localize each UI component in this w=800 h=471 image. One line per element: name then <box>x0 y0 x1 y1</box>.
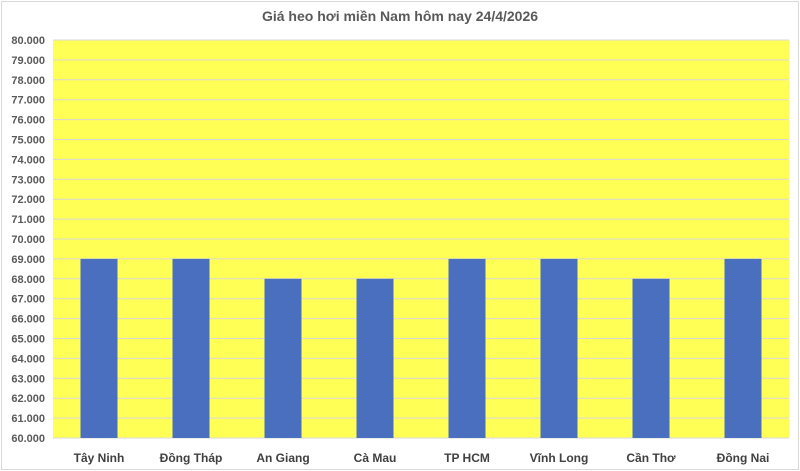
bar <box>448 258 486 438</box>
y-tick-label: 70.000 <box>11 234 45 246</box>
x-tick-label: Cà Mau <box>354 451 397 465</box>
x-tick-label: Vĩnh Long <box>530 451 589 465</box>
x-tick-label: Tây Ninh <box>74 451 125 465</box>
bar <box>80 258 118 438</box>
y-tick-label: 80.000 <box>11 35 45 47</box>
y-tick-label: 67.000 <box>11 294 45 306</box>
y-tick-label: 74.000 <box>11 154 45 166</box>
chart-title: Giá heo hơi miền Nam hôm nay 24/4/2026 <box>261 8 539 24</box>
y-tick-label: 73.000 <box>11 174 45 186</box>
bar <box>172 258 210 438</box>
bar <box>264 278 302 438</box>
bar <box>632 278 670 438</box>
y-tick-label: 66.000 <box>11 314 45 326</box>
x-tick-label: TP HCM <box>444 451 490 465</box>
y-tick-label: 63.000 <box>11 373 45 385</box>
bar <box>724 258 762 438</box>
y-tick-label: 75.000 <box>11 135 45 147</box>
y-tick-label: 72.000 <box>11 194 45 206</box>
bar <box>540 258 578 438</box>
y-tick-label: 61.000 <box>11 413 45 425</box>
bar <box>356 278 394 438</box>
x-tick-label: Đồng Tháp <box>160 451 223 465</box>
x-tick-label: An Giang <box>256 451 309 465</box>
y-tick-label: 62.000 <box>11 393 45 405</box>
y-tick-label: 79.000 <box>11 55 45 67</box>
y-tick-label: 65.000 <box>11 334 45 346</box>
y-tick-label: 71.000 <box>11 214 45 226</box>
x-tick-label: Đồng Nai <box>717 451 770 465</box>
y-tick-label: 76.000 <box>11 115 45 127</box>
y-tick-label: 69.000 <box>11 254 45 266</box>
y-tick-label: 64.000 <box>11 353 45 365</box>
x-tick-label: Cần Thơ <box>626 451 676 465</box>
y-tick-label: 68.000 <box>11 274 45 286</box>
y-tick-label: 78.000 <box>11 75 45 87</box>
y-tick-label: 77.000 <box>11 95 45 107</box>
y-tick-label: 60.000 <box>11 433 45 445</box>
